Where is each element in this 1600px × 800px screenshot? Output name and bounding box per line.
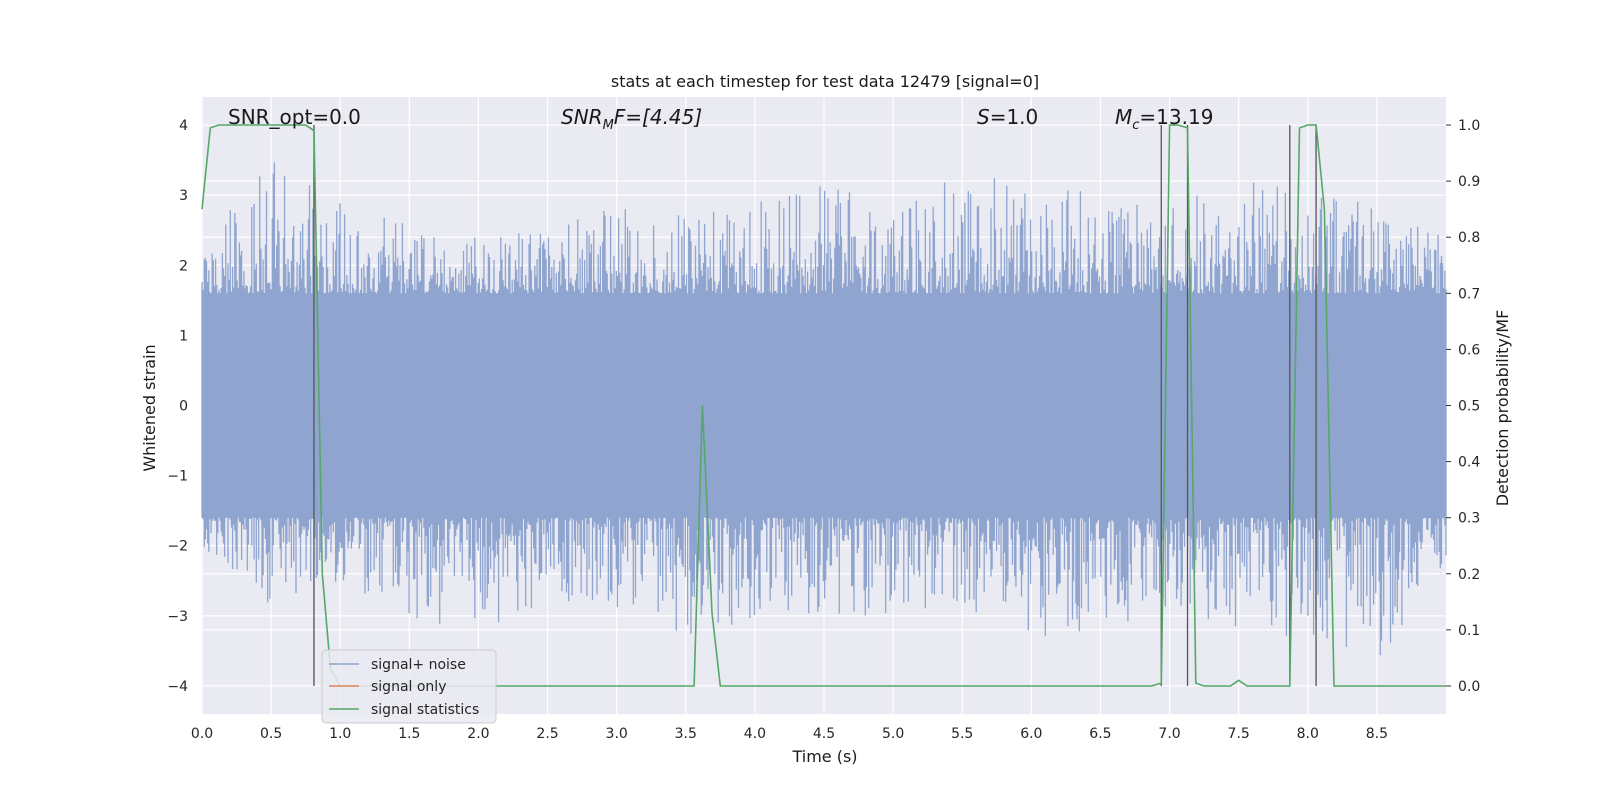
y2-tick-label: 0.7: [1458, 286, 1480, 302]
y-axis-label: Whitened strain: [140, 344, 159, 471]
x-tick-label: 6.5: [1089, 726, 1111, 742]
y2-tick-label: 0.3: [1458, 511, 1480, 527]
y-tick-label: 4: [179, 118, 188, 134]
x-tick-label: 3.5: [675, 726, 697, 742]
y-tick-label: 0: [179, 399, 188, 415]
x-tick-label: 2.5: [536, 726, 558, 742]
snr-opt-annotation: SNR_opt=0.0: [228, 105, 361, 129]
y2-tick-label: 0.2: [1458, 567, 1480, 583]
snr-mf-sub: M: [603, 118, 614, 133]
x-tick-label: 0.0: [191, 726, 213, 742]
x-tick-label: 3.0: [606, 726, 628, 742]
y-tick-label: −1: [167, 469, 188, 485]
x-tick-label: 1.5: [398, 726, 420, 742]
y2-tick-label: 0.9: [1458, 174, 1480, 190]
y2-tick-label: 0.0: [1458, 679, 1480, 695]
mc-main: M: [1115, 105, 1132, 129]
x-tick-label: 8.5: [1366, 726, 1388, 742]
noise-trace: [201, 162, 1447, 656]
y2-tick-label: 0.6: [1458, 342, 1480, 358]
x-tick-label: 8.0: [1297, 726, 1319, 742]
y2-tick-label: 0.5: [1458, 399, 1480, 415]
mc-annotation: Mc=13.19: [1115, 105, 1213, 133]
y-tick-label: 1: [179, 328, 188, 344]
signal-noise-series: [201, 162, 1447, 656]
y-tick-label: 3: [179, 188, 188, 204]
s-rest: =1.0: [990, 105, 1039, 129]
x-tick-label: 7.0: [1158, 726, 1180, 742]
y2-tick-label: 0.1: [1458, 623, 1480, 639]
legend-label-signal-noise: signal+ noise: [371, 657, 466, 673]
snr-mf-annotation: SNRMF=[4.45]: [561, 105, 702, 133]
legend-label-signal-only: signal only: [371, 679, 446, 695]
y2-axis-label: Detection probability/MF: [1493, 310, 1512, 507]
x-tick-label: 2.0: [467, 726, 489, 742]
s-main: S: [977, 105, 990, 129]
y-tick-label: 2: [179, 258, 188, 274]
y2-tick-label: 0.8: [1458, 230, 1480, 246]
legend-label-signal-statistics: signal statistics: [371, 702, 479, 718]
event-markers: [313, 125, 1317, 686]
annotations: SNR_opt=0.0 SNRMF=[4.45] S=1.0 Mc=13.19: [228, 105, 1213, 133]
x-tick-label: 6.0: [1020, 726, 1042, 742]
y2-tick-label: 1.0: [1458, 118, 1480, 134]
snr-mf-main: SNR: [561, 105, 603, 129]
mc-rest: =13.19: [1139, 105, 1213, 129]
x-tick-label: 5.0: [882, 726, 904, 742]
tick-labels: 0.0 0.5 1.0 1.5 2.0 2.5 3.0 3.5 4.0 4.5 5.0 5.5 6.0 6…: [167, 118, 1480, 742]
x-tick-label: 0.5: [260, 726, 282, 742]
snr-mf-rest: F=[4.45]: [614, 105, 702, 129]
x-tick-label: 7.5: [1228, 726, 1250, 742]
y-tick-label: −3: [167, 609, 188, 625]
mc-sub: c: [1132, 118, 1139, 133]
chart-title: stats at each timestep for test data 124…: [611, 72, 1039, 91]
legend-box: [321, 649, 497, 724]
legend: signal+ noise signal only signal statist…: [321, 649, 497, 724]
y-tick-label: −2: [167, 539, 188, 555]
x-tick-label: 1.0: [329, 726, 351, 742]
x-tick-label: 4.0: [744, 726, 766, 742]
x-tick-label: 4.5: [813, 726, 835, 742]
x-tick-label: 5.5: [951, 726, 973, 742]
y2-tick-label: 0.4: [1458, 455, 1480, 471]
x-axis-label: Time (s): [791, 747, 857, 766]
s-annotation: S=1.0: [977, 105, 1038, 129]
y-tick-label: −4: [167, 679, 188, 695]
